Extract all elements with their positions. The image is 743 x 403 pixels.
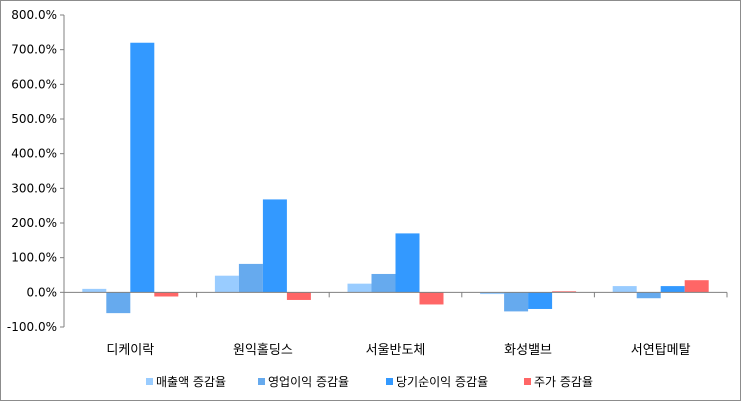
bar xyxy=(286,292,311,300)
bar xyxy=(528,292,553,309)
y-tick-label: 100.0% xyxy=(11,251,57,265)
y-axis: -100.0% 0.0% 100.0% 200.0% 300.0% 400.0% 500.0… xyxy=(7,8,65,334)
legend: 매출액 증감율 영업이익 증감율 당기순이익 증감율 주가 증감율 xyxy=(146,375,593,389)
y-tick-label: 700.0% xyxy=(11,43,57,57)
legend-swatch xyxy=(146,378,153,385)
legend-label: 당기순이익 증감율 xyxy=(396,375,488,389)
bar xyxy=(106,292,131,314)
x-category-label: 화성밸브 xyxy=(504,343,552,358)
bar xyxy=(347,283,372,293)
legend-swatch xyxy=(524,378,531,385)
y-tick-label: 0.0% xyxy=(27,285,58,299)
x-category-label: 서연탑메탈 xyxy=(631,343,691,358)
bar xyxy=(612,286,637,293)
y-tick-label: 400.0% xyxy=(11,147,57,161)
y-tick-label: -100.0% xyxy=(7,320,57,334)
bar xyxy=(552,291,577,293)
bar xyxy=(636,292,661,299)
x-category-label: 디케이락 xyxy=(106,343,154,358)
legend-swatch xyxy=(386,378,393,385)
x-category-label: 원익홀딩스 xyxy=(233,343,293,358)
bar xyxy=(684,280,709,293)
bar xyxy=(154,292,179,297)
bar xyxy=(130,42,155,293)
bar xyxy=(419,292,444,305)
bar xyxy=(214,275,239,293)
bar xyxy=(371,273,396,293)
bar xyxy=(395,233,420,293)
bar xyxy=(238,263,263,293)
y-tick-label: 500.0% xyxy=(11,112,57,126)
legend-label: 주가 증감율 xyxy=(534,375,593,389)
y-tick-label: 200.0% xyxy=(11,216,57,230)
bar xyxy=(660,286,685,293)
x-axis: 디케이락 원익홀딩스 서울반도체 화성밸브 서연탑메탈 xyxy=(63,291,728,358)
bar xyxy=(82,288,107,293)
bar xyxy=(262,199,287,293)
y-tick-label: 800.0% xyxy=(11,8,57,22)
bar xyxy=(504,292,529,312)
bar xyxy=(480,292,505,295)
bars xyxy=(82,42,709,314)
y-tick-label: 600.0% xyxy=(11,77,57,91)
legend-label: 영업이익 증감율 xyxy=(268,375,349,389)
legend-label: 매출액 증감율 xyxy=(156,375,226,389)
x-category-label: 서울반도체 xyxy=(366,343,426,358)
y-tick-label: 300.0% xyxy=(11,181,57,195)
legend-swatch xyxy=(258,378,265,385)
